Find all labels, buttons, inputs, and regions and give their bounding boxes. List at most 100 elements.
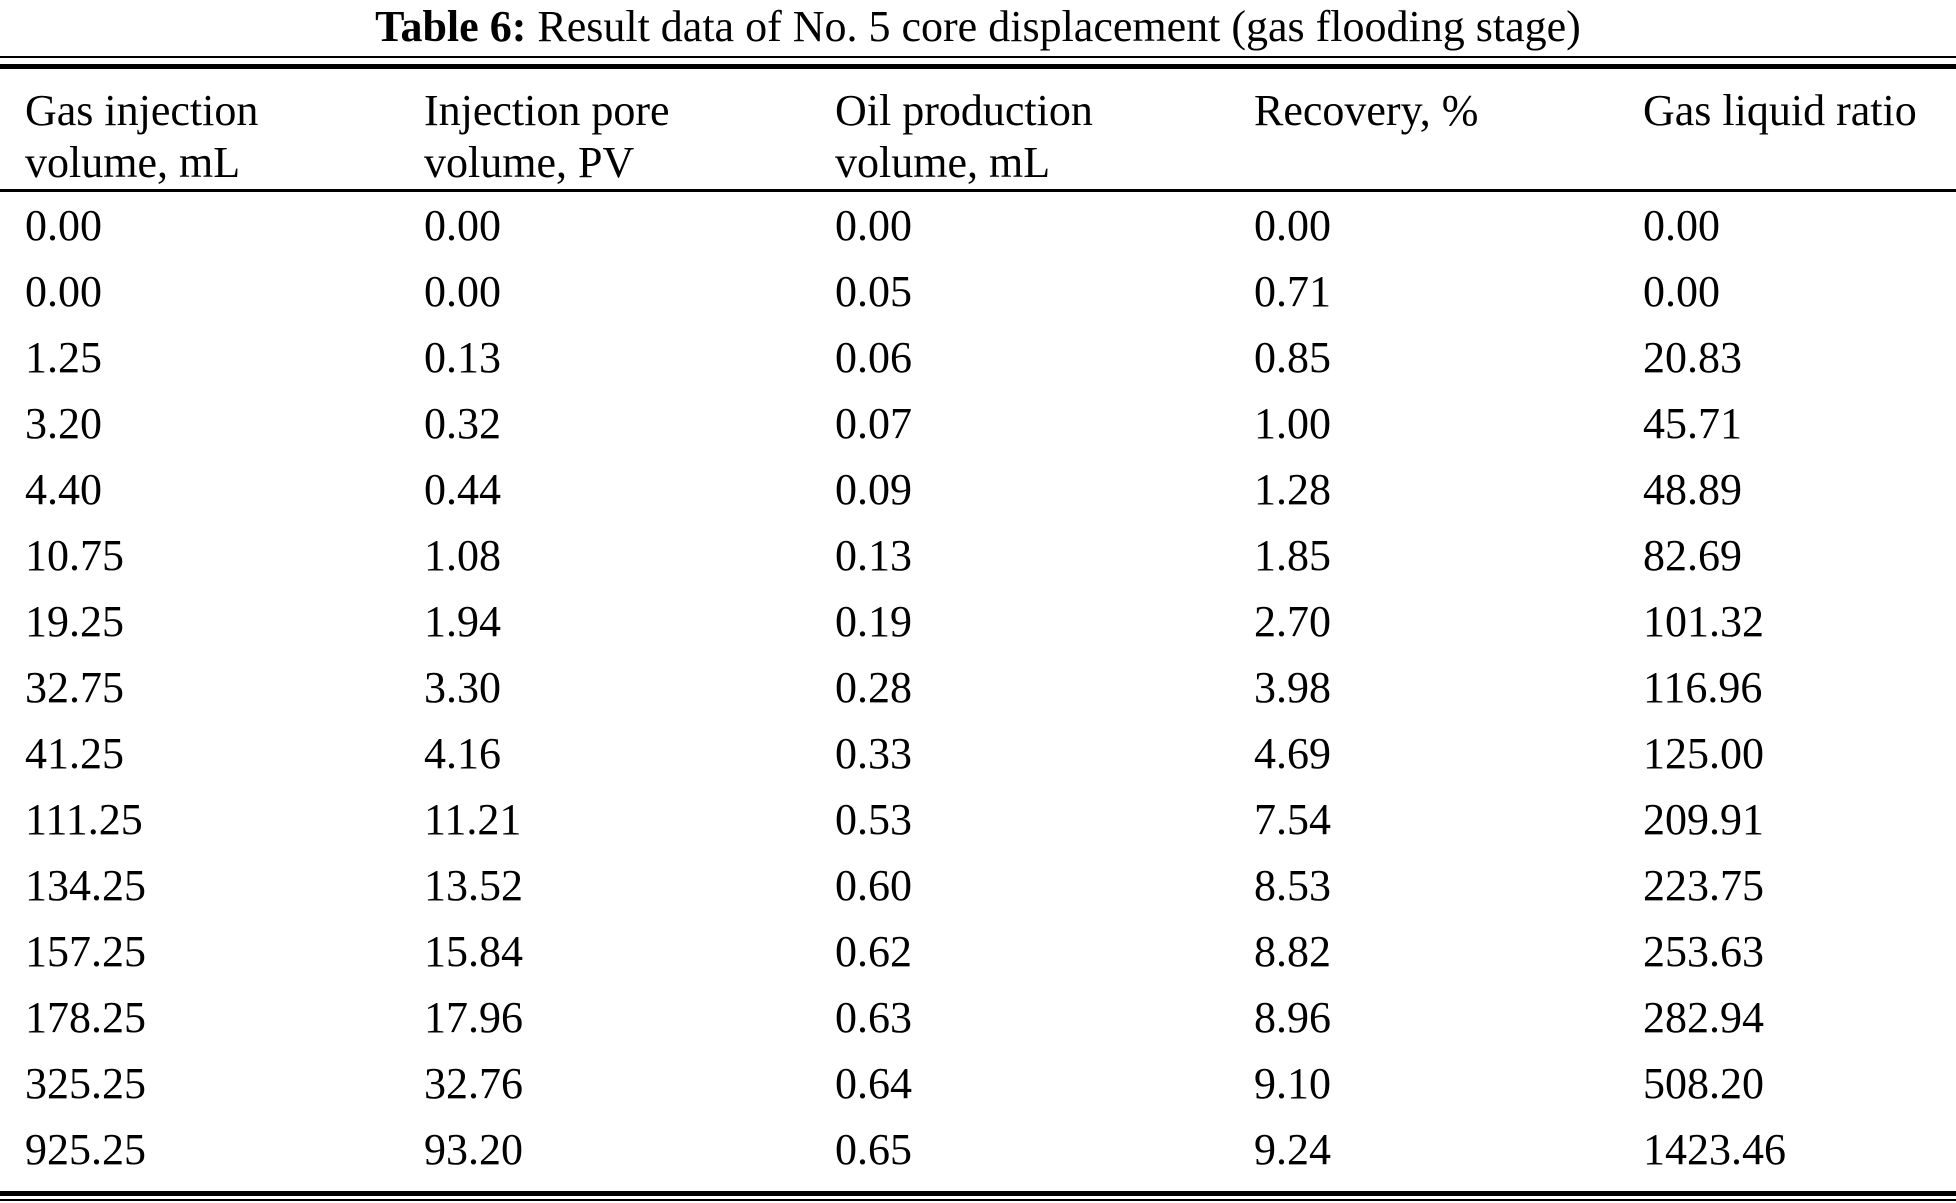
table-row: 925.25 93.20 0.65 9.24 1423.46 [0, 1116, 1956, 1182]
results-table-body: 0.00 0.00 0.00 0.00 0.00 0.00 0.00 0.05 0.71 0.00… [0, 192, 1956, 1182]
table-cell: 0.00 [424, 266, 501, 316]
column-header: Oil production volume, mL [835, 86, 1093, 187]
table-cell: 0.63 [835, 992, 912, 1042]
column-header: Recovery, % [1254, 86, 1479, 135]
table-row: 157.25 15.84 0.62 8.82 253.63 [0, 918, 1956, 984]
table-row: 178.25 17.96 0.63 8.96 282.94 [0, 984, 1956, 1050]
table-cell: 3.20 [25, 398, 102, 448]
table-cell: 41.25 [25, 728, 124, 778]
bottom-rule-thick [0, 1191, 1956, 1196]
table-cell: 157.25 [25, 926, 146, 976]
table-cell: 0.05 [835, 266, 912, 316]
table-cell: 0.28 [835, 662, 912, 712]
table-cell: 9.24 [1254, 1124, 1331, 1174]
table-cell: 11.21 [424, 794, 522, 844]
results-table: Gas injection volume, mL Injection pore v… [0, 69, 1956, 189]
table-cell: 0.00 [1643, 266, 1720, 316]
table-cell: 101.32 [1643, 596, 1764, 646]
table-cell: 0.44 [424, 464, 501, 514]
table-cell: 0.85 [1254, 332, 1331, 382]
table-cell: 0.13 [424, 332, 501, 382]
table-cell: 17.96 [424, 992, 523, 1042]
table-cell: 0.32 [424, 398, 501, 448]
table-cell: 7.54 [1254, 794, 1331, 844]
table-cell: 508.20 [1643, 1058, 1764, 1108]
table-cell: 253.63 [1643, 926, 1764, 976]
table-cell: 0.00 [25, 266, 102, 316]
table-cell: 0.00 [424, 200, 501, 250]
table-cell: 1.94 [424, 596, 501, 646]
table-cell: 10.75 [25, 530, 124, 580]
table-row: 41.25 4.16 0.33 4.69 125.00 [0, 720, 1956, 786]
table-cell: 4.40 [25, 464, 102, 514]
table-row: 325.25 32.76 0.64 9.10 508.20 [0, 1050, 1956, 1116]
column-header: Gas injection volume, mL [25, 86, 259, 187]
table-cell: 3.98 [1254, 662, 1331, 712]
table-cell: 4.16 [424, 728, 501, 778]
table-cell: 223.75 [1643, 860, 1764, 910]
table-row: 111.25 11.21 0.53 7.54 209.91 [0, 786, 1956, 852]
table-caption: Table 6: Result data of No. 5 core displ… [0, 0, 1956, 52]
top-rule-thick [0, 64, 1956, 69]
table-cell: 93.20 [424, 1124, 523, 1174]
table-cell: 13.52 [424, 860, 523, 910]
bottom-rule-thin [0, 1199, 1956, 1201]
table-row: 3.20 0.32 0.07 1.00 45.71 [0, 390, 1956, 456]
table-row: 19.25 1.94 0.19 2.70 101.32 [0, 588, 1956, 654]
column-header: Gas liquid ratio [1643, 86, 1917, 135]
table-row: 4.40 0.44 0.09 1.28 48.89 [0, 456, 1956, 522]
table-cell: 4.69 [1254, 728, 1331, 778]
table-cell: 48.89 [1643, 464, 1742, 514]
table-cell: 1.25 [25, 332, 102, 382]
table-row: 10.75 1.08 0.13 1.85 82.69 [0, 522, 1956, 588]
table-caption-text: Result data of No. 5 core displacement (… [537, 2, 1581, 51]
table-cell: 9.10 [1254, 1058, 1331, 1108]
table-cell: 19.25 [25, 596, 124, 646]
table-cell: 0.71 [1254, 266, 1331, 316]
table-cell: 0.00 [1254, 200, 1331, 250]
table-cell: 0.09 [835, 464, 912, 514]
table-cell: 0.60 [835, 860, 912, 910]
table-cell: 134.25 [25, 860, 146, 910]
table-cell: 82.69 [1643, 530, 1742, 580]
table-cell: 116.96 [1643, 662, 1763, 712]
table-cell: 0.06 [835, 332, 912, 382]
table-cell: 178.25 [25, 992, 146, 1042]
table-cell: 1423.46 [1643, 1124, 1786, 1174]
table-cell: 1.28 [1254, 464, 1331, 514]
table-cell: 0.19 [835, 596, 912, 646]
table-cell: 8.53 [1254, 860, 1331, 910]
table-cell: 0.64 [835, 1058, 912, 1108]
table-cell: 3.30 [424, 662, 501, 712]
table-row: 0.00 0.00 0.00 0.00 0.00 [0, 192, 1956, 258]
table-cell: 32.75 [25, 662, 124, 712]
table-cell: 32.76 [424, 1058, 523, 1108]
header-row: Gas injection volume, mL Injection pore v… [0, 69, 1956, 189]
table-cell: 20.83 [1643, 332, 1742, 382]
table-cell: 8.96 [1254, 992, 1331, 1042]
table-cell: 0.53 [835, 794, 912, 844]
table-row: 134.25 13.52 0.60 8.53 223.75 [0, 852, 1956, 918]
table-row: 1.25 0.13 0.06 0.85 20.83 [0, 324, 1956, 390]
table-caption-label: Table 6: [375, 2, 527, 51]
table-cell: 45.71 [1643, 398, 1742, 448]
table-cell: 282.94 [1643, 992, 1764, 1042]
table-cell: 2.70 [1254, 596, 1331, 646]
table-cell: 0.07 [835, 398, 912, 448]
table-cell: 15.84 [424, 926, 523, 976]
table-cell: 0.00 [25, 200, 102, 250]
table-cell: 0.65 [835, 1124, 912, 1174]
table-cell: 1.00 [1254, 398, 1331, 448]
table-cell: 1.08 [424, 530, 501, 580]
table-row: 0.00 0.00 0.05 0.71 0.00 [0, 258, 1956, 324]
table-cell: 1.85 [1254, 530, 1331, 580]
table-cell: 0.33 [835, 728, 912, 778]
top-rule-thin [0, 56, 1956, 58]
table-cell: 0.13 [835, 530, 912, 580]
table-cell: 325.25 [25, 1058, 146, 1108]
table-row: 32.75 3.30 0.28 3.98 116.96 [0, 654, 1956, 720]
table-body: 0.00 0.00 0.00 0.00 0.00 0.00 0.00 0.05 0.71 0.00… [0, 192, 1956, 1182]
column-header: Injection pore volume, PV [424, 86, 670, 187]
header-rule [0, 189, 1956, 192]
